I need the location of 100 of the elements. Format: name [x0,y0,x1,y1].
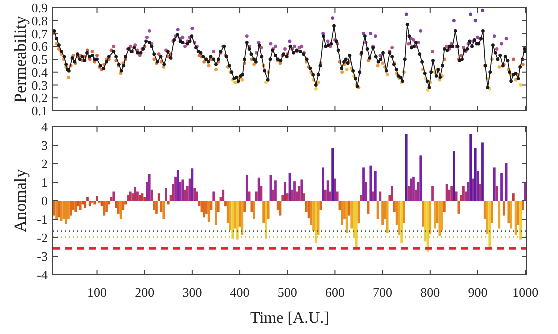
y-tick-label: 1 [42,175,48,190]
bar [198,201,201,207]
bar [460,195,463,201]
x-tick-label: 300 [182,285,202,300]
bar [391,186,394,201]
bar [58,201,60,218]
bar [386,201,389,234]
bar [312,201,315,232]
y-tick-label: 4 [42,120,48,135]
bar [472,178,474,201]
bar [255,192,258,201]
x-tick-label: 600 [325,285,345,300]
bar [222,190,225,201]
bar [117,201,120,214]
bar [60,201,63,222]
bar [186,186,189,201]
bar [510,201,512,229]
bar [438,201,442,236]
bar [162,201,166,220]
bar [394,201,396,212]
bar [400,201,404,244]
bar [405,134,408,201]
bar [74,201,78,212]
bar [284,182,286,201]
x-tick-label: 700 [373,285,393,300]
bar [267,201,270,220]
y-tick-label: -4 [37,268,48,283]
bar [236,201,239,240]
bar [508,201,510,224]
bar [303,194,306,201]
bar [115,201,118,208]
bar [217,201,220,212]
bar [382,201,384,226]
y-tick-label: 0.1 [32,104,48,119]
bar [274,180,277,201]
bar [488,201,492,248]
bar [232,201,234,239]
bar [265,201,268,239]
bar [332,148,334,201]
bar [462,186,465,201]
bar [124,201,128,205]
bar [326,180,330,201]
y-tick-label: 0.3 [32,78,48,93]
y-tick-label: 0.9 [32,0,48,16]
bar [262,201,266,224]
x-tick-label: 800 [420,285,440,300]
bar [253,201,256,220]
bar [362,168,365,201]
bar [250,201,254,212]
y-tick-label: 3 [42,138,48,154]
y-tick-label: 0.7 [32,26,48,42]
bar [212,192,216,201]
bar [374,171,377,201]
bar [129,192,132,201]
bar [300,180,304,201]
bar [226,201,230,224]
bar [322,168,325,201]
bar [432,186,434,201]
bar [364,182,368,201]
bar [196,192,198,201]
x-tick-label: 900 [468,285,488,300]
bar [244,201,246,212]
bar [493,168,496,201]
bar [134,187,137,201]
bar [188,178,192,201]
bar [70,201,72,216]
bar [346,201,348,234]
x-tick-label: 500 [278,285,298,300]
y-tick-label: 0.2 [32,90,48,106]
bar [148,174,151,201]
bar [79,201,82,210]
bar [112,192,116,201]
bar [310,201,313,226]
bar [208,201,210,222]
y-tick-label: 2 [42,156,48,172]
bar [165,188,168,201]
y-tick-label: -3 [37,249,48,264]
bar [224,201,227,207]
bar [372,192,374,201]
bar [450,186,453,201]
bar [258,178,260,201]
bar [272,190,275,201]
y-tick-label: 0 [42,194,48,209]
bar [65,201,68,224]
bar [172,184,175,201]
bar [108,201,110,205]
bar [176,170,180,201]
bar [520,201,522,240]
x-tick-label: 1000 [512,285,539,300]
y-tick-label: 0.4 [32,64,48,80]
bar [498,201,501,229]
bar [106,201,108,212]
y-tick-label: 0.5 [32,52,48,68]
bar [452,151,456,201]
bar [194,188,196,201]
bar [56,201,58,220]
bar [96,196,98,201]
bar [246,175,248,201]
bar [412,176,415,201]
bar [522,201,524,210]
